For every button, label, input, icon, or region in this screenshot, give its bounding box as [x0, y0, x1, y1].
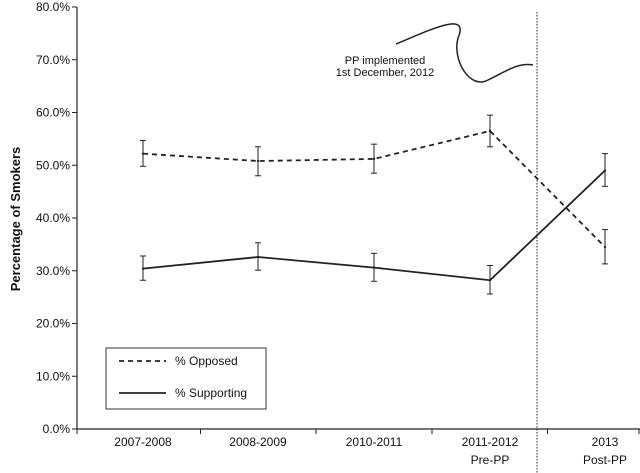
data-point: [603, 169, 607, 172]
x-axis-ticks: 2007-2008 2008-2009 2010-2011 2011-2012 Pre-…: [76, 429, 640, 467]
y-tick-label: 20.0%: [36, 317, 70, 331]
data-point: [141, 267, 145, 270]
annotation-curve: [395, 23, 534, 83]
x-tick-label: 2011-2012: [462, 435, 519, 449]
x-tick-label: 2008-2009: [229, 435, 287, 449]
x-tick-label: 2010-2011: [346, 435, 403, 449]
data-point: [141, 152, 145, 155]
series-opposed: [140, 114, 608, 265]
x-tick-sublabel: Pre-PP: [471, 453, 510, 467]
y-tick-label: 40.0%: [36, 211, 70, 225]
legend-label: % Opposed: [175, 354, 238, 368]
data-point: [372, 266, 376, 269]
y-axis-ticks: 0.0% 10.0% 20.0% 30.0% 40.0% 50.0% 60.0% 70.0% 8…: [36, 0, 77, 436]
x-tick-label: 2013: [592, 435, 619, 449]
series-line: [142, 129, 606, 248]
legend-label: % Supporting: [175, 386, 247, 400]
legend-box: [105, 347, 267, 410]
y-axis-label: Percentage of Smokers: [8, 147, 23, 292]
y-tick-label: 0.0%: [43, 422, 71, 436]
y-tick-label: 70.0%: [36, 53, 70, 67]
series-layer: [140, 114, 608, 295]
y-tick-label: 80.0%: [36, 0, 70, 14]
data-point: [488, 129, 492, 133]
data-point: [256, 255, 260, 259]
annotation-text: 1st December, 2012: [336, 67, 434, 79]
y-tick-label: 60.0%: [36, 106, 70, 120]
data-point: [256, 159, 260, 163]
data-point: [488, 279, 492, 282]
y-tick-label: 30.0%: [36, 264, 70, 278]
y-tick-label: 10.0%: [36, 369, 70, 383]
data-point: [372, 157, 376, 161]
x-tick-sublabel: Post-PP: [583, 453, 627, 467]
series-supporting: [140, 153, 608, 295]
data-point: [603, 245, 607, 249]
y-tick-label: 50.0%: [36, 158, 70, 172]
legend: % Opposed % Supporting: [105, 347, 267, 410]
annotation-text: PP implemented: [345, 55, 426, 67]
x-tick-label: 2007-2008: [114, 435, 172, 449]
